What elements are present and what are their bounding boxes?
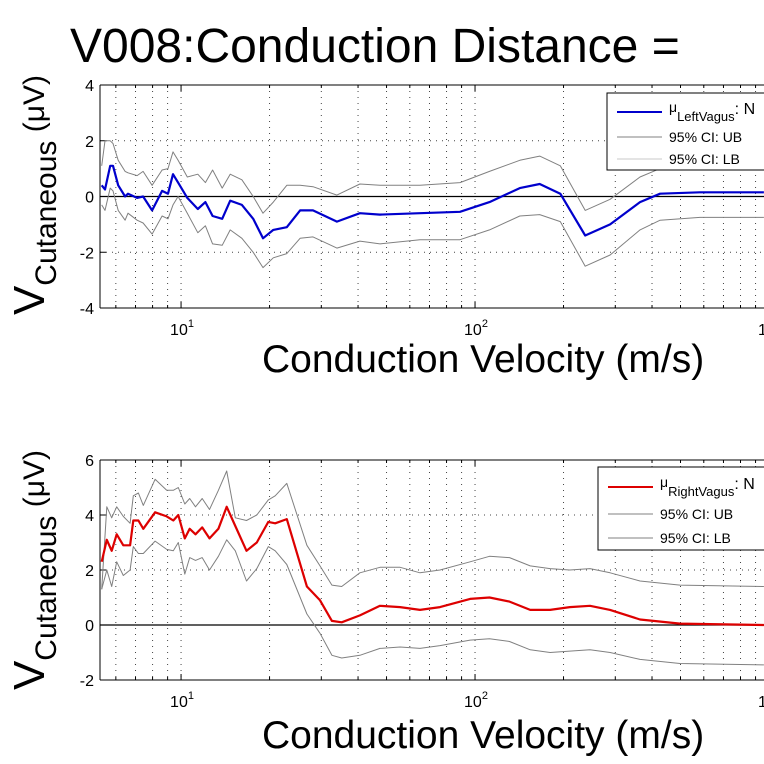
x-tick-exponent: 2 (482, 690, 488, 702)
y-tick-label: -2 (80, 245, 94, 262)
y-axis-label: VCutaneous (μV) (5, 450, 63, 690)
x-tick-base: 1 (758, 322, 764, 339)
x-tick-base: 10 (464, 694, 482, 711)
y-tick-label: 4 (85, 78, 94, 95)
figure-title: V008:Conduction Distance = (70, 20, 680, 73)
legend-text: 95% CI: UB (660, 506, 733, 522)
legend-label-2: 95% CI: LB (660, 530, 731, 546)
legend-subscript: LeftVagus (677, 109, 735, 124)
y-tick-label: 2 (85, 134, 94, 151)
y-label-unit: (μV) (18, 75, 51, 141)
y-tick-label: -2 (80, 673, 94, 690)
legend-text: 95% CI: LB (660, 530, 731, 546)
series-ub-line (101, 470, 764, 590)
x-tick-label: 102 (464, 690, 488, 711)
series-mean-line (100, 505, 764, 627)
series-lb-line (101, 539, 764, 666)
legend-subscript: RightVagus (668, 484, 735, 499)
series-mean-line (100, 164, 764, 240)
x-tick-label: 102 (464, 318, 488, 339)
legend-label-0: μRightVagus: N (660, 474, 755, 499)
legend-box (597, 466, 764, 551)
x-tick-base: 10 (464, 322, 482, 339)
y-tick-label: 6 (85, 453, 94, 470)
legend-label-1: 95% CI: UB (660, 506, 733, 522)
x-tick-label: 101 (170, 318, 194, 339)
legend-box (606, 92, 764, 171)
y-tick-label: 2 (85, 563, 94, 580)
legend-mu: μ (669, 99, 677, 115)
legend-text: 95% CI: UB (669, 129, 742, 145)
y-tick-label: -4 (80, 301, 94, 318)
x-axis-label: Conduction Velocity (m/s) (262, 338, 704, 381)
y-label-subscript: Cutaneous (30, 141, 63, 286)
x-tick-label: 1 (758, 322, 764, 339)
legend-label-0: μLeftVagus: N (669, 99, 755, 124)
legend-rest: : N (734, 476, 754, 493)
legend: μLeftVagus: N 95% CI: UB 95% CI: LB (606, 92, 764, 171)
legend-label-2: 95% CI: LB (669, 151, 740, 167)
x-tick-base: 1 (758, 694, 764, 711)
x-axis-label: Conduction Velocity (m/s) (262, 714, 704, 757)
series-ub-line (101, 140, 764, 214)
x-tick-exponent: 2 (482, 318, 488, 330)
legend-mu: μ (660, 474, 668, 490)
x-tick-label: 101 (170, 690, 194, 711)
y-tick-label: 0 (85, 190, 94, 207)
legend-label-1: 95% CI: UB (669, 129, 742, 145)
x-tick-exponent: 1 (188, 690, 194, 702)
y-axis-label: VCutaneous (μV) (5, 75, 63, 315)
y-label-unit: (μV) (18, 450, 51, 516)
y-label-main: V (5, 285, 54, 315)
series-lb-line (101, 187, 764, 269)
y-tick-label: 0 (85, 618, 94, 635)
x-tick-base: 10 (170, 322, 188, 339)
legend-text: 95% CI: LB (669, 151, 740, 167)
x-tick-exponent: 1 (188, 318, 194, 330)
y-label-main: V (5, 660, 54, 690)
x-tick-label: 1 (758, 694, 764, 711)
x-tick-base: 10 (170, 694, 188, 711)
legend-rest: : N (735, 101, 755, 118)
y-label-subscript: Cutaneous (30, 516, 63, 661)
y-tick-label: 4 (85, 508, 94, 525)
